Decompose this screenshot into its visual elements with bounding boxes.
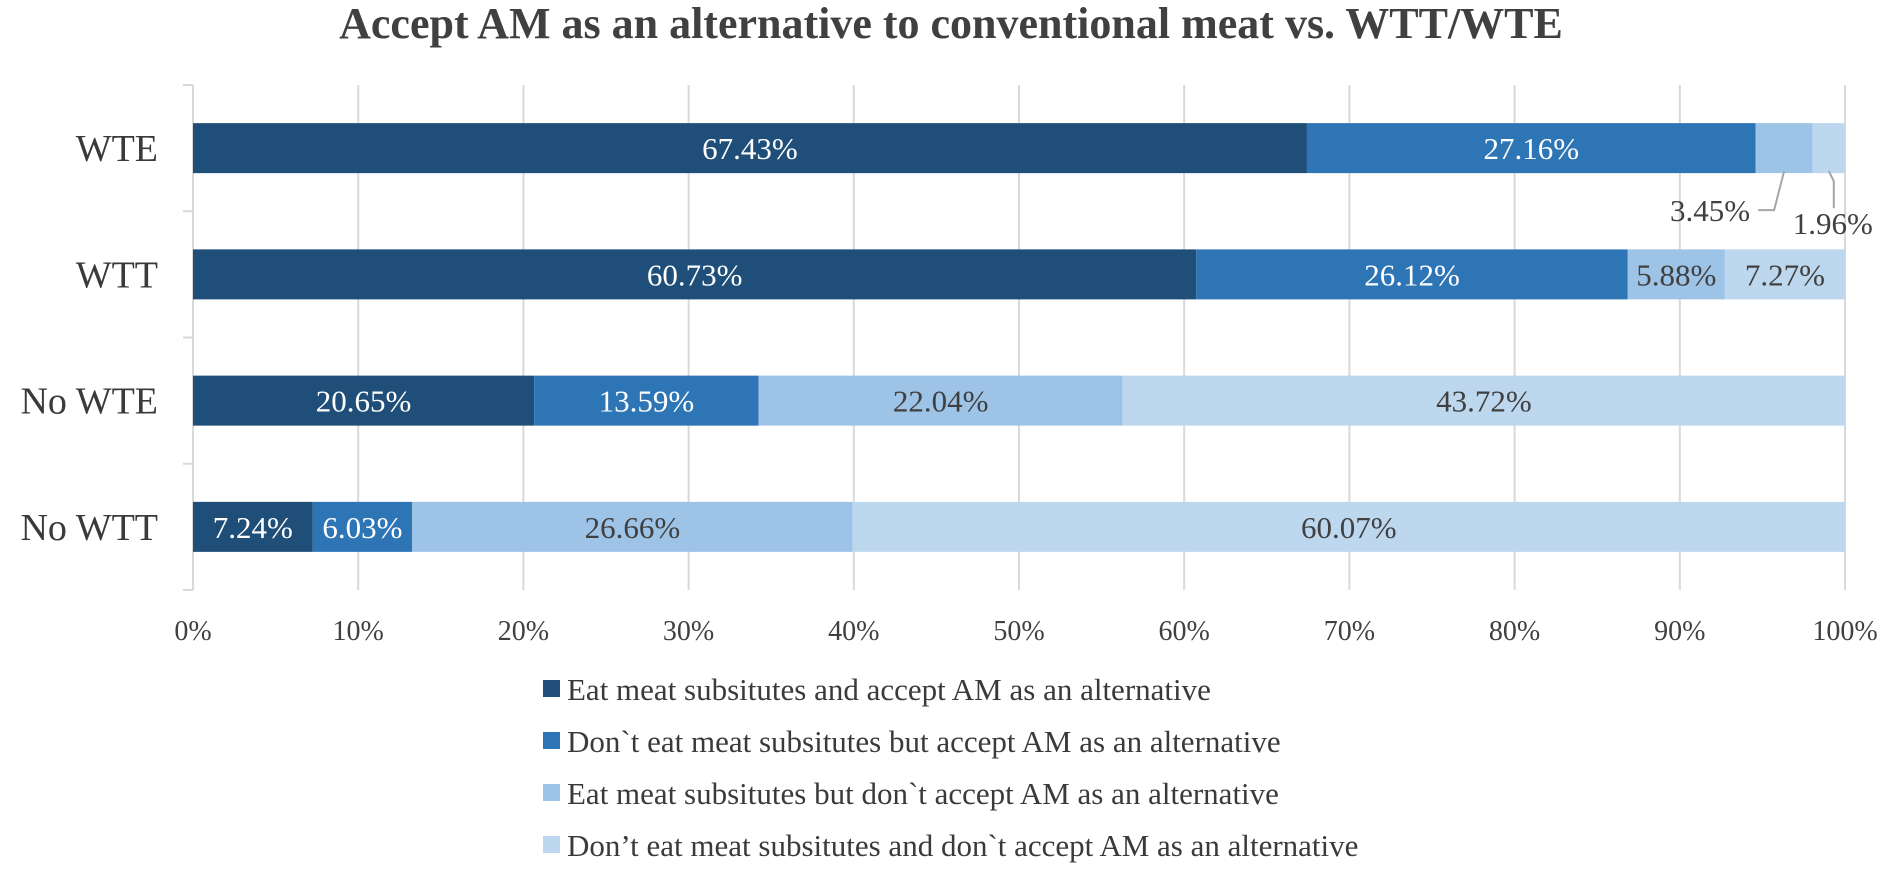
data-label: 5.88% bbox=[1636, 257, 1716, 292]
data-label: 26.12% bbox=[1364, 257, 1460, 292]
x-tick-label: 50% bbox=[993, 616, 1044, 647]
x-tick-label: 40% bbox=[828, 616, 879, 647]
bars bbox=[193, 123, 1845, 552]
x-tick-label: 90% bbox=[1654, 616, 1705, 647]
legend-label: Don’t eat meat subsitutes and don`t acce… bbox=[567, 828, 1358, 863]
legend-swatch bbox=[543, 680, 560, 697]
bar-segment bbox=[1812, 123, 1845, 174]
bar-segment bbox=[1306, 123, 1756, 174]
x-tick-label: 30% bbox=[663, 616, 714, 647]
category-label: WTT bbox=[76, 254, 158, 296]
data-labels: 67.43% 27.16% 3.45% 1.96% 60.73% 26.12% 5.88% 7… bbox=[213, 131, 1873, 545]
data-label: 43.72% bbox=[1436, 384, 1532, 419]
data-label: 3.45% bbox=[1670, 193, 1750, 228]
x-tick-label: 80% bbox=[1489, 616, 1540, 647]
data-label: 1.96% bbox=[1793, 206, 1873, 241]
bar-segment bbox=[193, 249, 1197, 300]
data-label: 20.65% bbox=[316, 384, 412, 419]
leader-line bbox=[1827, 170, 1835, 209]
data-label: 67.43% bbox=[702, 131, 798, 166]
bar-segment bbox=[1724, 249, 1845, 300]
data-label: 26.66% bbox=[585, 510, 681, 545]
x-tick-label: 100% bbox=[1812, 616, 1877, 647]
chart-title: Accept AM as an alternative to conventio… bbox=[339, 0, 1563, 48]
legend-swatch bbox=[543, 836, 560, 853]
x-tick-label: 10% bbox=[333, 616, 384, 647]
category-label: WTE bbox=[76, 128, 158, 170]
bar-segment bbox=[758, 375, 1123, 426]
bar-segment bbox=[412, 501, 853, 552]
data-label: 60.07% bbox=[1301, 510, 1397, 545]
bar-segment bbox=[193, 123, 1307, 174]
data-label: 27.16% bbox=[1483, 131, 1579, 166]
x-tick-label: 70% bbox=[1324, 616, 1375, 647]
data-label: 22.04% bbox=[893, 384, 989, 419]
leader-line bbox=[1758, 170, 1786, 212]
bar-segment bbox=[193, 501, 313, 552]
x-tick-label: 0% bbox=[174, 616, 211, 647]
legend: Eat meat subsitutes and accept AM as an … bbox=[543, 672, 1358, 863]
bar-segment bbox=[852, 501, 1845, 552]
bar-segment bbox=[1755, 123, 1813, 174]
data-label: 7.27% bbox=[1745, 257, 1825, 292]
data-label: 13.59% bbox=[599, 384, 695, 419]
bar-segment bbox=[312, 501, 413, 552]
category-label: No WTE bbox=[20, 381, 158, 423]
x-tick-label: 20% bbox=[498, 616, 549, 647]
bar-segment bbox=[534, 375, 759, 426]
legend-swatch bbox=[543, 784, 560, 801]
bar-segment bbox=[1196, 249, 1628, 300]
category-label: No WTT bbox=[20, 507, 158, 549]
x-tick-label: 60% bbox=[1159, 616, 1210, 647]
leader-lines bbox=[1758, 170, 1835, 212]
bar-segment bbox=[193, 375, 535, 426]
legend-label: Eat meat subsitutes and accept AM as an … bbox=[567, 672, 1211, 707]
data-label: 60.73% bbox=[647, 257, 743, 292]
bar-segment bbox=[1627, 249, 1725, 300]
data-label: 7.24% bbox=[213, 510, 293, 545]
legend-label: Eat meat subsitutes but don`t accept AM … bbox=[567, 776, 1279, 811]
legend-label: Don`t eat meat subsitutes but accept AM … bbox=[567, 724, 1281, 759]
bar-segment bbox=[1122, 375, 1845, 426]
data-label: 6.03% bbox=[322, 510, 402, 545]
legend-swatch bbox=[543, 732, 560, 749]
